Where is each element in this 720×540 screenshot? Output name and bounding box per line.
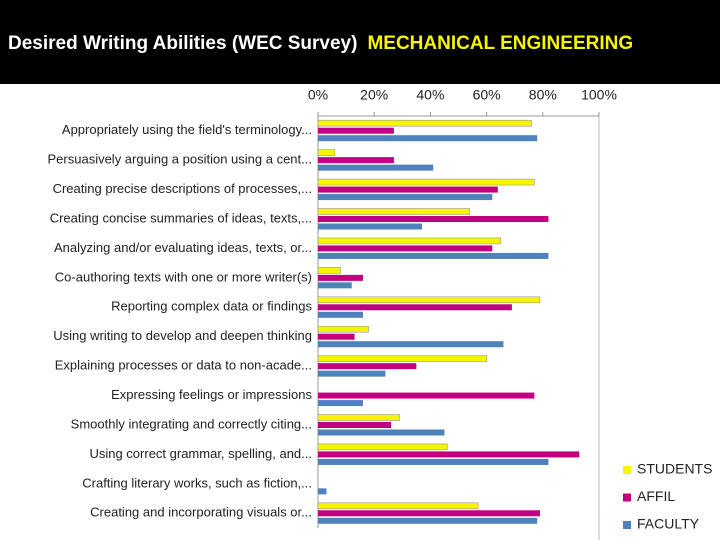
bar xyxy=(318,186,498,193)
bar xyxy=(318,282,352,289)
bar xyxy=(318,510,540,517)
legend-swatch xyxy=(623,521,631,529)
bar xyxy=(318,304,512,311)
bar xyxy=(318,422,392,428)
x-tick-label: 40% xyxy=(416,87,444,103)
subtitle-text: MECHANICAL ENGINEERING xyxy=(367,33,633,54)
y-tick-label: Smoothly integrating and correctly citin… xyxy=(71,416,312,431)
bar xyxy=(318,135,538,142)
bar xyxy=(317,208,471,215)
bar xyxy=(318,274,363,281)
y-tick-label: Using writing to develop and deepen thin… xyxy=(53,328,312,343)
bar xyxy=(317,237,501,245)
x-tick-label: 20% xyxy=(360,87,388,103)
y-tick-label: Explaining processes or data to non-acad… xyxy=(55,358,312,373)
x-tick-label: 100% xyxy=(581,87,617,103)
bar xyxy=(317,267,341,274)
legend-label: AFFIL xyxy=(637,488,675,504)
bar xyxy=(318,400,363,407)
legend-swatch xyxy=(623,493,631,502)
bar xyxy=(318,451,580,458)
y-tick-label: Creating concise summaries of ideas, tex… xyxy=(50,210,312,225)
bar xyxy=(318,363,417,370)
bar xyxy=(318,164,434,171)
bar xyxy=(318,341,504,348)
bar xyxy=(318,245,493,252)
bar xyxy=(317,178,535,186)
bar xyxy=(317,355,487,362)
y-tick-label: Creating and incorporating visuals or... xyxy=(90,505,312,520)
bar xyxy=(317,443,448,451)
bar xyxy=(317,414,400,421)
y-tick-label: Using correct grammar, spelling, and... xyxy=(89,446,312,461)
y-tick-label: Expressing feelings or impressions xyxy=(111,387,312,402)
bar xyxy=(318,216,549,222)
y-tick-label: Co-authoring texts with one or more writ… xyxy=(55,269,312,284)
bar xyxy=(318,488,327,495)
bar xyxy=(318,429,445,436)
bar xyxy=(317,325,369,333)
bar xyxy=(318,157,394,164)
x-tick-label: 80% xyxy=(529,87,557,103)
bar xyxy=(318,370,386,377)
y-tick-label: Persuasively arguing a position using a … xyxy=(48,152,313,167)
x-tick-label: 60% xyxy=(473,87,501,103)
bar xyxy=(318,223,422,230)
chart-title: Desired Writing Abilities (WEC Survey) ME… xyxy=(8,33,633,54)
y-tick-label: Creating precise descriptions of process… xyxy=(53,181,312,196)
bar xyxy=(318,392,535,399)
bar xyxy=(317,296,541,304)
title-text: Desired Writing Abilities (WEC Survey) xyxy=(8,33,357,54)
bar xyxy=(318,458,549,465)
legend-label: FACULTY xyxy=(637,516,700,532)
y-tick-label: Reporting complex data or findings xyxy=(111,299,312,314)
bar xyxy=(318,127,394,134)
y-tick-label: Crafting literary works, such as fiction… xyxy=(82,475,312,490)
bar xyxy=(317,119,532,127)
y-tick-label: Analyzing and/or evaluating ideas, texts… xyxy=(54,240,312,255)
bar xyxy=(317,502,479,510)
legend-label: STUDENTS xyxy=(637,461,712,477)
bar xyxy=(318,333,355,340)
bar xyxy=(317,149,336,156)
legend-swatch xyxy=(623,466,631,474)
bar xyxy=(318,311,363,318)
header-band xyxy=(0,0,720,84)
x-tick-label: 0% xyxy=(308,87,328,103)
bar xyxy=(318,194,493,201)
bar xyxy=(318,252,549,259)
bar xyxy=(318,517,538,524)
y-tick-label: Appropriately using the field's terminol… xyxy=(62,122,312,137)
